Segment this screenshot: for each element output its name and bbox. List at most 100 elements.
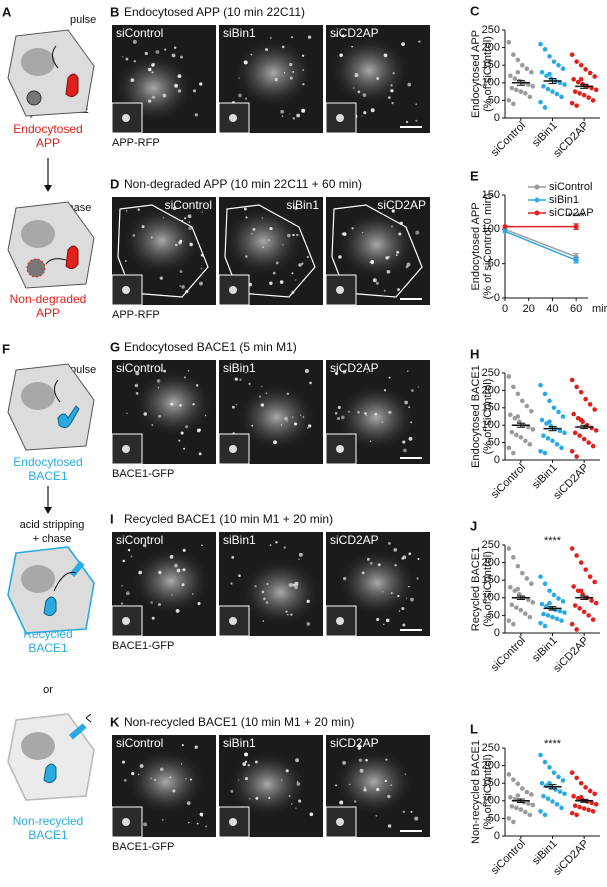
vesicle [376, 617, 380, 621]
vesicle [298, 552, 303, 557]
vesicle [125, 591, 130, 596]
data-point [547, 54, 552, 59]
vesicle [173, 46, 177, 49]
vesicle [369, 440, 372, 442]
vesicle [151, 95, 156, 99]
vesicle [292, 116, 296, 120]
inset-signal [336, 818, 344, 826]
y-tick-label: 0 [494, 112, 500, 124]
vesicle [302, 83, 305, 86]
vesicle [174, 243, 178, 247]
vesicle [189, 778, 193, 781]
vesicle [299, 414, 302, 416]
caption: Non-recycled [13, 814, 84, 828]
vesicle [358, 746, 362, 750]
data-point [538, 574, 543, 579]
vesicle [137, 208, 140, 211]
vesicle [180, 431, 184, 435]
x-tick-label: siControl [489, 462, 528, 501]
cell-body [7, 29, 95, 117]
caption: BACE1 [28, 641, 68, 655]
data-point [574, 812, 579, 818]
cell-signal [329, 35, 409, 106]
vesicle [342, 761, 347, 765]
data-point [515, 57, 521, 63]
y-axis-label: (% of siControl 0 min) [482, 194, 494, 300]
vesicle [144, 51, 148, 56]
y-axis-label: Recycled BACE1 [470, 547, 482, 631]
vesicle [135, 391, 139, 395]
data-point [551, 770, 557, 775]
y-tick-label: 200 [482, 760, 500, 772]
vesicle [132, 234, 136, 237]
data-point [583, 67, 588, 72]
vesicle [281, 115, 284, 117]
vesicle [351, 227, 354, 230]
sem-bar [548, 78, 557, 85]
y-tick-label: 250 [482, 539, 500, 551]
data-point [586, 807, 591, 813]
vesicle [179, 270, 183, 273]
vesicle [134, 383, 139, 388]
vesicle [417, 558, 420, 560]
inset-signal [336, 114, 344, 122]
vesicle [372, 278, 377, 283]
data-point [529, 408, 534, 414]
vesicle [205, 825, 207, 828]
vesicle [151, 424, 154, 426]
data-point [562, 82, 567, 87]
vesicle [370, 108, 375, 113]
vesicle [174, 563, 178, 568]
vesicle [187, 214, 192, 219]
inset-signal [122, 114, 130, 122]
vesicle [238, 779, 240, 781]
data-point [587, 402, 593, 407]
data-point [556, 409, 561, 415]
data-point [557, 789, 563, 794]
data-point [515, 586, 521, 592]
vesicle [404, 773, 407, 775]
data-point [523, 611, 528, 616]
vesicle [255, 796, 259, 800]
vesicle [280, 109, 285, 114]
data-point [515, 391, 521, 397]
vesicle [365, 414, 367, 416]
vesicle [250, 53, 253, 56]
vesicle [334, 371, 339, 376]
data-point [577, 606, 582, 611]
panel-label: K [110, 714, 120, 729]
y-axis-label: (% of siControl) [482, 36, 494, 112]
vesicle [268, 796, 271, 799]
vesicle [394, 564, 397, 567]
vesicle [133, 59, 137, 63]
vesicle [234, 377, 238, 381]
vesicle [414, 816, 419, 821]
vesicle [268, 239, 270, 241]
vesicle [401, 606, 405, 611]
vesicle [292, 233, 295, 237]
vesicle [361, 115, 363, 117]
panel-label: B [110, 4, 119, 19]
y-axis-label: (% of siControl) [482, 754, 494, 830]
vesicle [304, 369, 309, 373]
vesicle [401, 42, 405, 47]
vesicle [180, 763, 183, 765]
data-point [511, 621, 516, 627]
cell-signal [337, 209, 417, 280]
data-point [547, 588, 552, 594]
vesicle [269, 281, 273, 286]
vesicle [264, 48, 269, 52]
vesicle [291, 272, 294, 275]
data-point [508, 794, 513, 800]
vesicle [245, 216, 248, 219]
vesicle [388, 542, 391, 545]
vesicle [357, 744, 362, 748]
data-point [550, 799, 555, 804]
y-tick-label: 50 [488, 609, 500, 621]
data-point [554, 91, 560, 97]
data-point [592, 407, 597, 412]
data-point [581, 609, 587, 615]
vesicle [415, 103, 418, 106]
vesicle [393, 548, 398, 552]
